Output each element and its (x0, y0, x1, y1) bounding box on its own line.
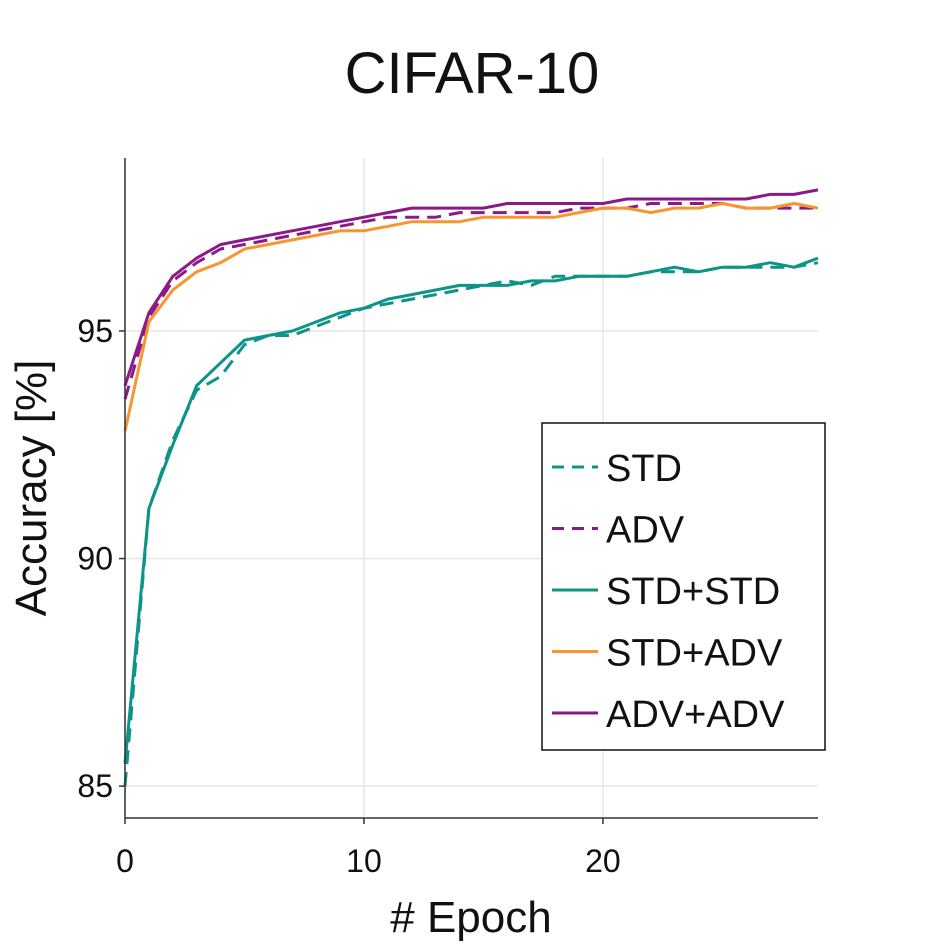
legend-label: STD (606, 448, 682, 490)
y-tick-label: 95 (77, 313, 113, 349)
legend: STD ADV STD+STD STD+ADV ADV+ADV (542, 423, 825, 750)
x-tick-label: 10 (346, 843, 382, 879)
x-axis-label: # Epoch (390, 893, 551, 942)
series-line-adv (125, 204, 818, 400)
legend-label: ADV+ADV (606, 694, 785, 736)
chart: CIFAR-10 0 10 20 85 90 95 # Epoch Accuracy [%… (0, 0, 952, 952)
x-tick-label: 0 (116, 843, 134, 879)
chart-title: CIFAR-10 (345, 41, 600, 106)
legend-label: STD+STD (606, 571, 780, 613)
x-tick-label: 20 (585, 843, 621, 879)
y-axis-label: Accuracy [%] (7, 360, 56, 617)
y-tick-label: 85 (77, 768, 113, 804)
legend-label: ADV (606, 510, 685, 552)
series-line-std-plus-adv (125, 204, 818, 432)
ticks: 0 10 20 85 90 95 (77, 313, 620, 879)
legend-label: STD+ADV (606, 633, 783, 675)
y-tick-label: 90 (77, 541, 113, 577)
